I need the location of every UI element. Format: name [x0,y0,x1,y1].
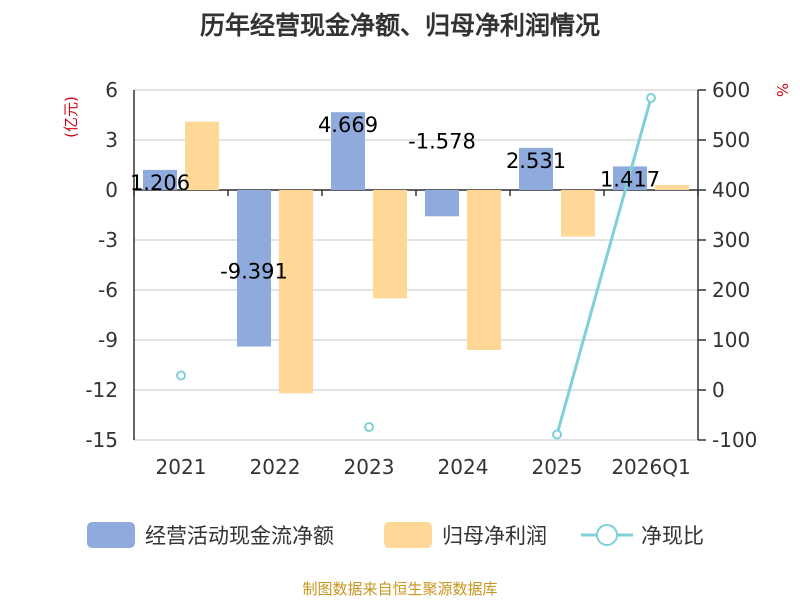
left-tick-label: -9 [98,328,118,352]
left-tick-label: -12 [85,378,118,402]
left-axis-unit: (亿元) [62,96,80,138]
ratio-point [646,93,656,103]
cashflow-bar [519,147,553,190]
axes: 6 3 0 -3 -6 -9 -12 -15 600 500 400 300 200 100 0 -100 (亿… [62,78,791,479]
net-profit-bar [185,121,219,190]
left-tick-label: 3 [105,128,118,152]
legend-swatch-net-profit [384,522,432,548]
data-labels: 1.206 -9.391 4.669 -1.578 2.531 1.417 [130,113,660,283]
right-tick-label: 200 [712,278,750,302]
net-profit-bar [279,190,313,394]
legend-marker-ratio [596,524,618,546]
legend[interactable]: 经营活动现金流净额 归母净利润 净现比 [87,522,704,548]
legend-label-cashflow[interactable]: 经营活动现金流净额 [145,524,334,548]
ratio-point [176,370,186,381]
left-tick-label: 0 [105,178,118,202]
ratio-point [364,422,374,432]
net-profit-bar [467,190,501,350]
right-axis-unit: % [773,83,791,97]
left-tick-label: -3 [98,228,118,252]
category-label: 2025 [532,455,583,479]
cashflow-data-label: 1.417 [600,167,660,191]
right-tick-label: -100 [712,428,757,452]
cashflow-bar [331,112,365,190]
category-label: 2026Q1 [611,455,690,479]
right-tick-label: 100 [712,328,750,352]
right-tick-label: 500 [712,128,750,152]
cashflow-data-label: 1.206 [130,171,190,195]
left-tick-label: -6 [98,278,118,302]
cashflow-bar [237,190,271,347]
legend-label-ratio[interactable]: 净现比 [641,524,704,548]
bars [143,112,689,394]
cashflow-data-label: -1.578 [408,129,476,153]
category-label: 2021 [156,455,207,479]
legend-swatch-cashflow [87,522,135,548]
ratio-point [552,429,562,440]
source-note: 制图数据来自恒生聚源数据库 [302,580,498,598]
category-label: 2023 [344,455,395,479]
cashflow-data-label: -9.391 [220,260,288,284]
category-label: 2022 [250,455,301,479]
category-label: 2024 [438,455,489,479]
right-tick-label: 300 [712,228,750,252]
right-tick-label: 0 [712,378,725,402]
net-profit-bar [655,185,689,190]
ratio-line [176,93,656,440]
net-profit-bar [373,190,407,299]
cashflow-data-label: 2.531 [506,149,566,173]
left-tick-label: -15 [85,428,118,452]
cashflow-data-label: 4.669 [318,113,378,137]
left-tick-label: 6 [105,78,118,102]
cashflow-bar [425,190,459,217]
ratio-line-segment [555,97,653,435]
right-tick-label: 600 [712,78,750,102]
cashflow-bar [143,169,177,190]
net-profit-bar [561,190,595,237]
chart-title: 历年经营现金净额、归母净利润情况 [199,11,600,40]
legend-label-net-profit[interactable]: 归母净利润 [442,524,547,548]
right-tick-label: 400 [712,178,750,202]
